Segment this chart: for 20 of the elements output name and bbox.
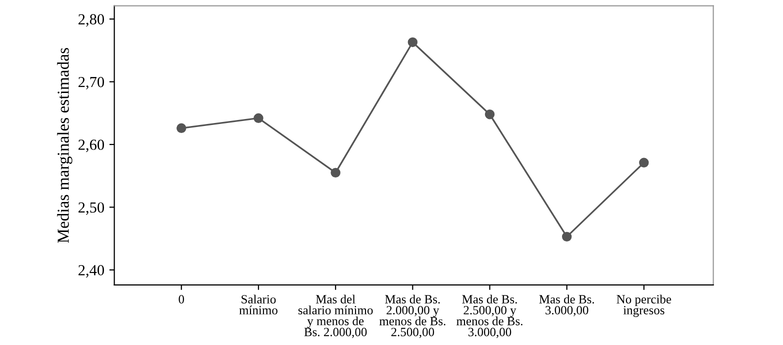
point bbox=[408, 37, 418, 48]
y-tick-label: 2,80 bbox=[78, 14, 104, 27]
x-tick-label: No percibe ingresos bbox=[616, 294, 672, 317]
point bbox=[484, 110, 495, 120]
y-tick-label: 2,50 bbox=[78, 202, 104, 215]
y-tick-label: 2,60 bbox=[78, 140, 104, 152]
point bbox=[254, 113, 264, 123]
point bbox=[562, 232, 572, 242]
y-tick-label: 2,70 bbox=[78, 76, 104, 90]
point bbox=[330, 168, 340, 178]
point bbox=[639, 158, 649, 168]
x-tick-label: Mas del salario mínimo y menos de Bs. 2.000,00 bbox=[298, 294, 373, 338]
x-tick-label: 0 bbox=[178, 295, 184, 304]
y-tick-label: 2,40 bbox=[78, 265, 104, 278]
point bbox=[176, 123, 186, 134]
x-tick-label: Mas de Bs. 3.000,00 bbox=[539, 294, 594, 316]
x-tick-label: Mas de Bs. 2.500,00 y menos de Bs. 3.000,00 bbox=[456, 294, 522, 338]
x-tick-label: Mas de Bs. 2.000,00 y menos de Bs. 2.500,00 bbox=[379, 294, 446, 338]
x-tick-label: Salario mínimo bbox=[239, 294, 278, 314]
y-axis-title: Medias marginales estimadas bbox=[57, 48, 72, 243]
